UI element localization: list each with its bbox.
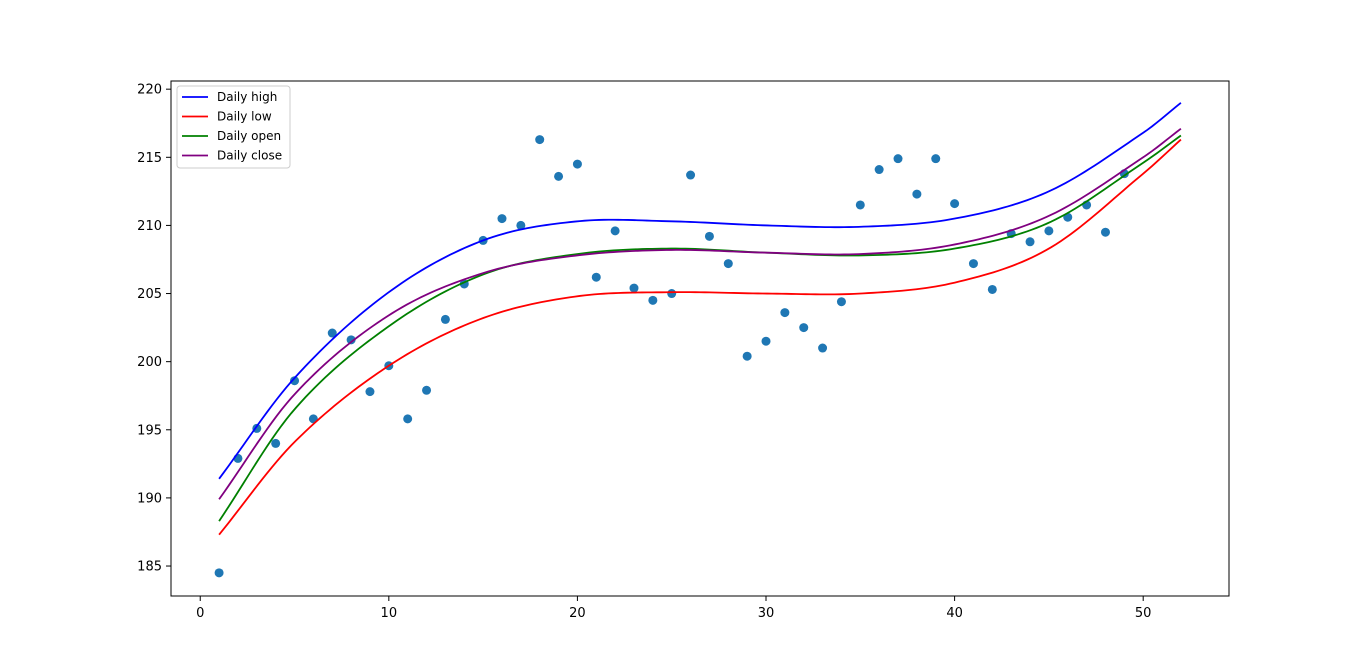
data-point (440, 314, 450, 324)
data-point (346, 335, 356, 345)
legend-box (176, 85, 291, 169)
data-point (271, 438, 281, 448)
data-point (535, 135, 545, 145)
y-axis: 185 190 195 200 205 210 215 220 (137, 83, 171, 575)
data-point (610, 226, 620, 236)
data-point (818, 343, 828, 353)
series-line-daily-high (218, 102, 1182, 480)
series-line-daily-close (218, 127, 1182, 500)
y-tick-label: 215 (137, 151, 162, 166)
data-point (836, 297, 846, 307)
data-point (704, 231, 714, 241)
data-point (893, 154, 903, 164)
data-point (516, 220, 526, 230)
data-point (591, 272, 601, 282)
x-tick-label: 50 (1135, 606, 1152, 621)
data-point (1100, 227, 1110, 237)
data-point (648, 295, 658, 305)
data-point (799, 323, 809, 333)
series-line-daily-open (218, 134, 1182, 522)
data-point (1025, 237, 1035, 247)
data-point (723, 259, 733, 269)
x-tick-label: 20 (569, 606, 586, 621)
legend-label-daily-close: Daily close (217, 149, 282, 163)
data-point (968, 259, 978, 269)
data-point (365, 387, 375, 397)
data-point (931, 154, 941, 164)
legend-label-daily-high: Daily high (217, 90, 277, 104)
data-point (554, 171, 564, 181)
x-tick-label: 40 (946, 606, 963, 621)
data-point (855, 200, 865, 210)
data-point (422, 385, 432, 395)
data-point (761, 336, 771, 346)
legend-label-daily-open: Daily open (217, 129, 281, 143)
x-tick-label: 0 (196, 606, 204, 621)
data-point (686, 170, 696, 180)
data-point (950, 199, 960, 209)
data-point (987, 284, 997, 294)
x-axis: 0 10 20 30 40 50 (196, 596, 1151, 621)
data-point (403, 414, 413, 424)
data-point (1044, 226, 1054, 236)
data-point (667, 289, 677, 299)
y-tick-label: 195 (137, 423, 162, 438)
data-point (327, 328, 337, 338)
x-tick-label: 10 (381, 606, 398, 621)
y-tick-label: 210 (137, 219, 162, 234)
data-point (629, 283, 639, 293)
y-tick-label: 185 (137, 560, 162, 575)
y-tick-label: 190 (137, 491, 162, 506)
data-point (742, 351, 752, 361)
y-tick-label: 200 (137, 355, 162, 370)
y-tick-label: 205 (137, 287, 162, 302)
data-point (214, 568, 224, 578)
data-point (572, 159, 582, 169)
axes-frame (170, 80, 1230, 597)
data-point (780, 308, 790, 318)
y-tick-label: 220 (137, 83, 162, 98)
series-line-daily-low (218, 138, 1182, 536)
data-point (874, 165, 884, 175)
data-point (290, 376, 300, 386)
plot-area (170, 80, 1230, 597)
data-point (912, 189, 922, 199)
data-point (497, 214, 507, 224)
x-tick-label: 30 (758, 606, 775, 621)
legend-label-daily-low: Daily low (217, 110, 272, 124)
legend: Daily high Daily low Daily open Daily close (176, 85, 291, 169)
